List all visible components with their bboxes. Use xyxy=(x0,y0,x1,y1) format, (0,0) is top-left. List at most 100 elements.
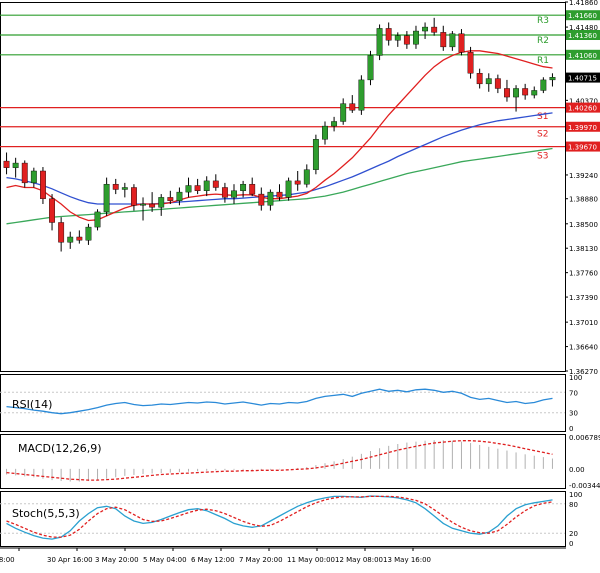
main-y-tick-label: 1.39240 xyxy=(569,172,598,180)
candle-body xyxy=(267,191,274,206)
level-price-box xyxy=(566,102,600,113)
candle-body xyxy=(331,121,338,127)
macd-y-tick-label: 0.006789 xyxy=(569,434,600,442)
candle-body xyxy=(540,79,547,91)
candle-body xyxy=(522,88,529,96)
main-y-tick-label: 1.37760 xyxy=(569,270,598,278)
main-y-tick-label: 1.36270 xyxy=(569,368,598,376)
candle-body xyxy=(185,185,192,193)
candle-body xyxy=(358,79,365,111)
main-y-tick-label: 1.38880 xyxy=(569,196,598,204)
stoch-y-tick-label: 20 xyxy=(569,530,578,538)
pane-frame-rsi xyxy=(0,374,566,432)
candle-body xyxy=(130,187,137,206)
candle-body xyxy=(340,103,347,122)
candle-body xyxy=(194,185,201,191)
stoch-y-tick-label: 0 xyxy=(569,540,573,548)
main-y-tick-label: 1.36640 xyxy=(569,344,598,352)
level-name-label: R2 xyxy=(537,36,549,46)
level-price-label: 1.40260 xyxy=(568,105,597,113)
candle-body xyxy=(422,26,429,32)
rsi-y-tick-label: 0 xyxy=(569,425,573,433)
candle-body xyxy=(94,211,101,228)
level-price-box xyxy=(566,141,600,152)
candle-body xyxy=(67,236,74,243)
level-price-box xyxy=(566,121,600,132)
x-tick-label: 13 May 16:00 xyxy=(383,556,431,564)
candle-body xyxy=(494,78,501,89)
candle-body xyxy=(531,90,538,96)
stoch-y-tick-label: 80 xyxy=(569,501,578,509)
candle-body xyxy=(12,162,19,168)
candle-body xyxy=(549,77,556,81)
candle-body xyxy=(349,103,356,111)
candle-body xyxy=(376,28,383,56)
macd-y-tick-label: 0.00 xyxy=(569,466,585,474)
candle-body xyxy=(458,33,465,53)
main-y-tick-label: 1.37390 xyxy=(569,294,598,302)
candle-body xyxy=(294,180,301,185)
stoch-label: Stoch(5,5,3) xyxy=(12,507,80,520)
candle-body xyxy=(394,35,401,41)
candle-body xyxy=(149,203,156,208)
pane-frame-macd xyxy=(0,434,566,489)
candle-body xyxy=(285,180,292,198)
x-tick-label: 29 Apr 08:00 xyxy=(0,556,15,564)
candle-body xyxy=(303,169,310,185)
main-y-tick-label: 1.37010 xyxy=(569,319,598,327)
x-tick-label: 7 May 20:00 xyxy=(239,556,283,564)
candle-body xyxy=(513,88,519,98)
level-price-box xyxy=(566,30,600,41)
candle-body xyxy=(413,30,419,45)
macd-label: MACD(12,26,9) xyxy=(18,442,102,455)
candle-body xyxy=(158,197,165,208)
candle-body xyxy=(3,160,10,168)
candle-body xyxy=(485,78,492,85)
candle-body xyxy=(231,190,237,198)
main-y-tick-label: 1.40370 xyxy=(569,97,598,105)
candle-body xyxy=(312,139,319,170)
candle-body xyxy=(85,226,92,241)
rsi-line xyxy=(6,388,553,415)
x-tick-label: 6 May 12:00 xyxy=(191,556,235,564)
candle-body xyxy=(167,197,174,201)
candle-body xyxy=(76,236,83,241)
candle-body xyxy=(30,170,37,184)
candle-body xyxy=(504,88,510,98)
stoch-d-line xyxy=(6,495,553,538)
candle-body xyxy=(276,191,283,198)
candle-body xyxy=(221,187,228,198)
candle-body xyxy=(49,198,55,223)
x-tick-label: 30 Apr 16:00 xyxy=(47,556,93,564)
level-name-label: S3 xyxy=(537,152,548,162)
main-y-tick-label: 1.38500 xyxy=(569,221,598,229)
level-price-label: 1.41360 xyxy=(568,32,597,40)
level-price-box xyxy=(566,10,600,21)
candle-body xyxy=(440,32,447,48)
candle-body xyxy=(476,73,483,85)
candle-body xyxy=(385,28,392,41)
level-name-label: S1 xyxy=(537,112,548,122)
x-tick-label: 11 May 00:00 xyxy=(287,556,335,564)
candle-body xyxy=(467,51,474,74)
candle-body xyxy=(212,180,219,188)
candle-body xyxy=(176,191,183,201)
level-price-label: 1.39670 xyxy=(568,144,597,152)
candle-body xyxy=(240,183,247,191)
main-y-tick-label: 1.41860 xyxy=(569,0,598,7)
rsi-y-tick-label: 100 xyxy=(569,374,582,382)
candle-body xyxy=(40,170,46,199)
level-name-label: R1 xyxy=(537,56,549,66)
current-price-box xyxy=(566,72,600,83)
rsi-y-tick-label: 70 xyxy=(569,389,578,397)
main-y-tick-label: 1.41480 xyxy=(569,24,598,32)
candle-body xyxy=(367,55,374,81)
x-tick-label: 12 May 08:00 xyxy=(335,556,383,564)
x-tick-label: 3 May 20:00 xyxy=(95,556,139,564)
candle-body xyxy=(58,222,65,243)
candle-body xyxy=(203,180,210,191)
candle-body xyxy=(112,183,119,190)
stoch-k-line xyxy=(6,495,553,540)
